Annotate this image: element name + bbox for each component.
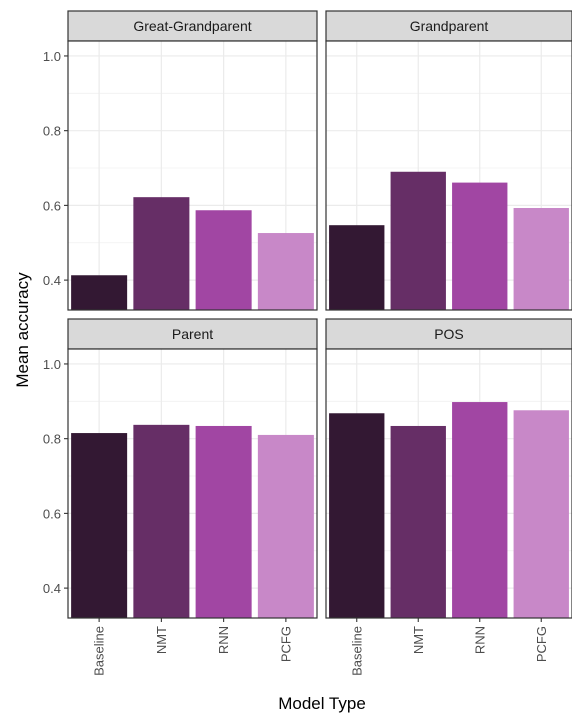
bar-grandparent-nmt [390, 171, 446, 310]
panel-title: Great-Grandparent [133, 18, 251, 34]
x-tick-label: RNN [216, 626, 231, 654]
x-tick-label: NMT [411, 626, 426, 654]
y-tick-label: 1.0 [43, 49, 61, 64]
x-tick-label: PCFG [534, 626, 549, 662]
bar-pos-pcfg [513, 410, 569, 618]
panel-border [325, 348, 572, 619]
bar-grandparent-rnn [452, 182, 508, 310]
facet-panel-great-grandparent: Great-Grandparent 0.4 0.6 0.8 1.0 [43, 10, 318, 311]
x-tick-label: NMT [154, 626, 169, 654]
facet-panel-grandparent: Grandparent [325, 10, 572, 311]
panel-title: Grandparent [410, 18, 489, 34]
panel-title: POS [434, 326, 464, 342]
y-tick-label: 0.6 [43, 198, 61, 213]
panel-border [325, 40, 572, 311]
facet-panel-pos: POS Baseline NMT RNN PCFG [325, 318, 572, 676]
x-tick-label: PCFG [278, 626, 293, 662]
bar-parent-pcfg [257, 434, 314, 618]
bar-grandparent-pcfg [513, 208, 569, 310]
facet-panels: Great-Grandparent 0.4 0.6 0.8 1.0 Grandparent… [43, 10, 572, 676]
x-tick-label: Baseline [92, 626, 107, 676]
panel-border [67, 348, 318, 619]
x-tick-label: RNN [472, 626, 487, 654]
bar-parent-rnn [195, 425, 252, 618]
panel-strip [325, 10, 572, 42]
bar-parent-nmt [133, 424, 190, 618]
panel-title: Parent [172, 326, 213, 342]
panel-border [67, 40, 318, 311]
panel-strip [325, 318, 572, 350]
bar-grandparent-baseline [329, 225, 385, 310]
bar-great-grandparent-baseline [71, 275, 128, 310]
y-axis-title: Mean accuracy [13, 272, 32, 388]
bar-great-grandparent-nmt [133, 197, 190, 310]
facet-panel-parent: Parent 0.4 0.6 0.8 1.0 Baseline NMT RNN PCFG [43, 318, 318, 676]
bar-pos-nmt [390, 425, 446, 618]
bar-pos-baseline [329, 413, 385, 618]
y-tick-label: 1.0 [43, 357, 61, 372]
bar-great-grandparent-rnn [195, 210, 252, 310]
y-tick-label: 0.8 [43, 432, 61, 447]
y-tick-label: 0.4 [43, 273, 61, 288]
y-tick-label: 0.8 [43, 124, 61, 139]
panel-strip [67, 10, 318, 42]
x-tick-label: Baseline [349, 626, 364, 676]
bar-parent-baseline [71, 433, 128, 618]
bar-pos-rnn [452, 402, 508, 618]
y-tick-label: 0.6 [43, 506, 61, 521]
y-tick-label: 0.4 [43, 581, 61, 596]
x-axis-title: Model Type [278, 694, 366, 713]
bar-great-grandparent-pcfg [257, 233, 314, 310]
